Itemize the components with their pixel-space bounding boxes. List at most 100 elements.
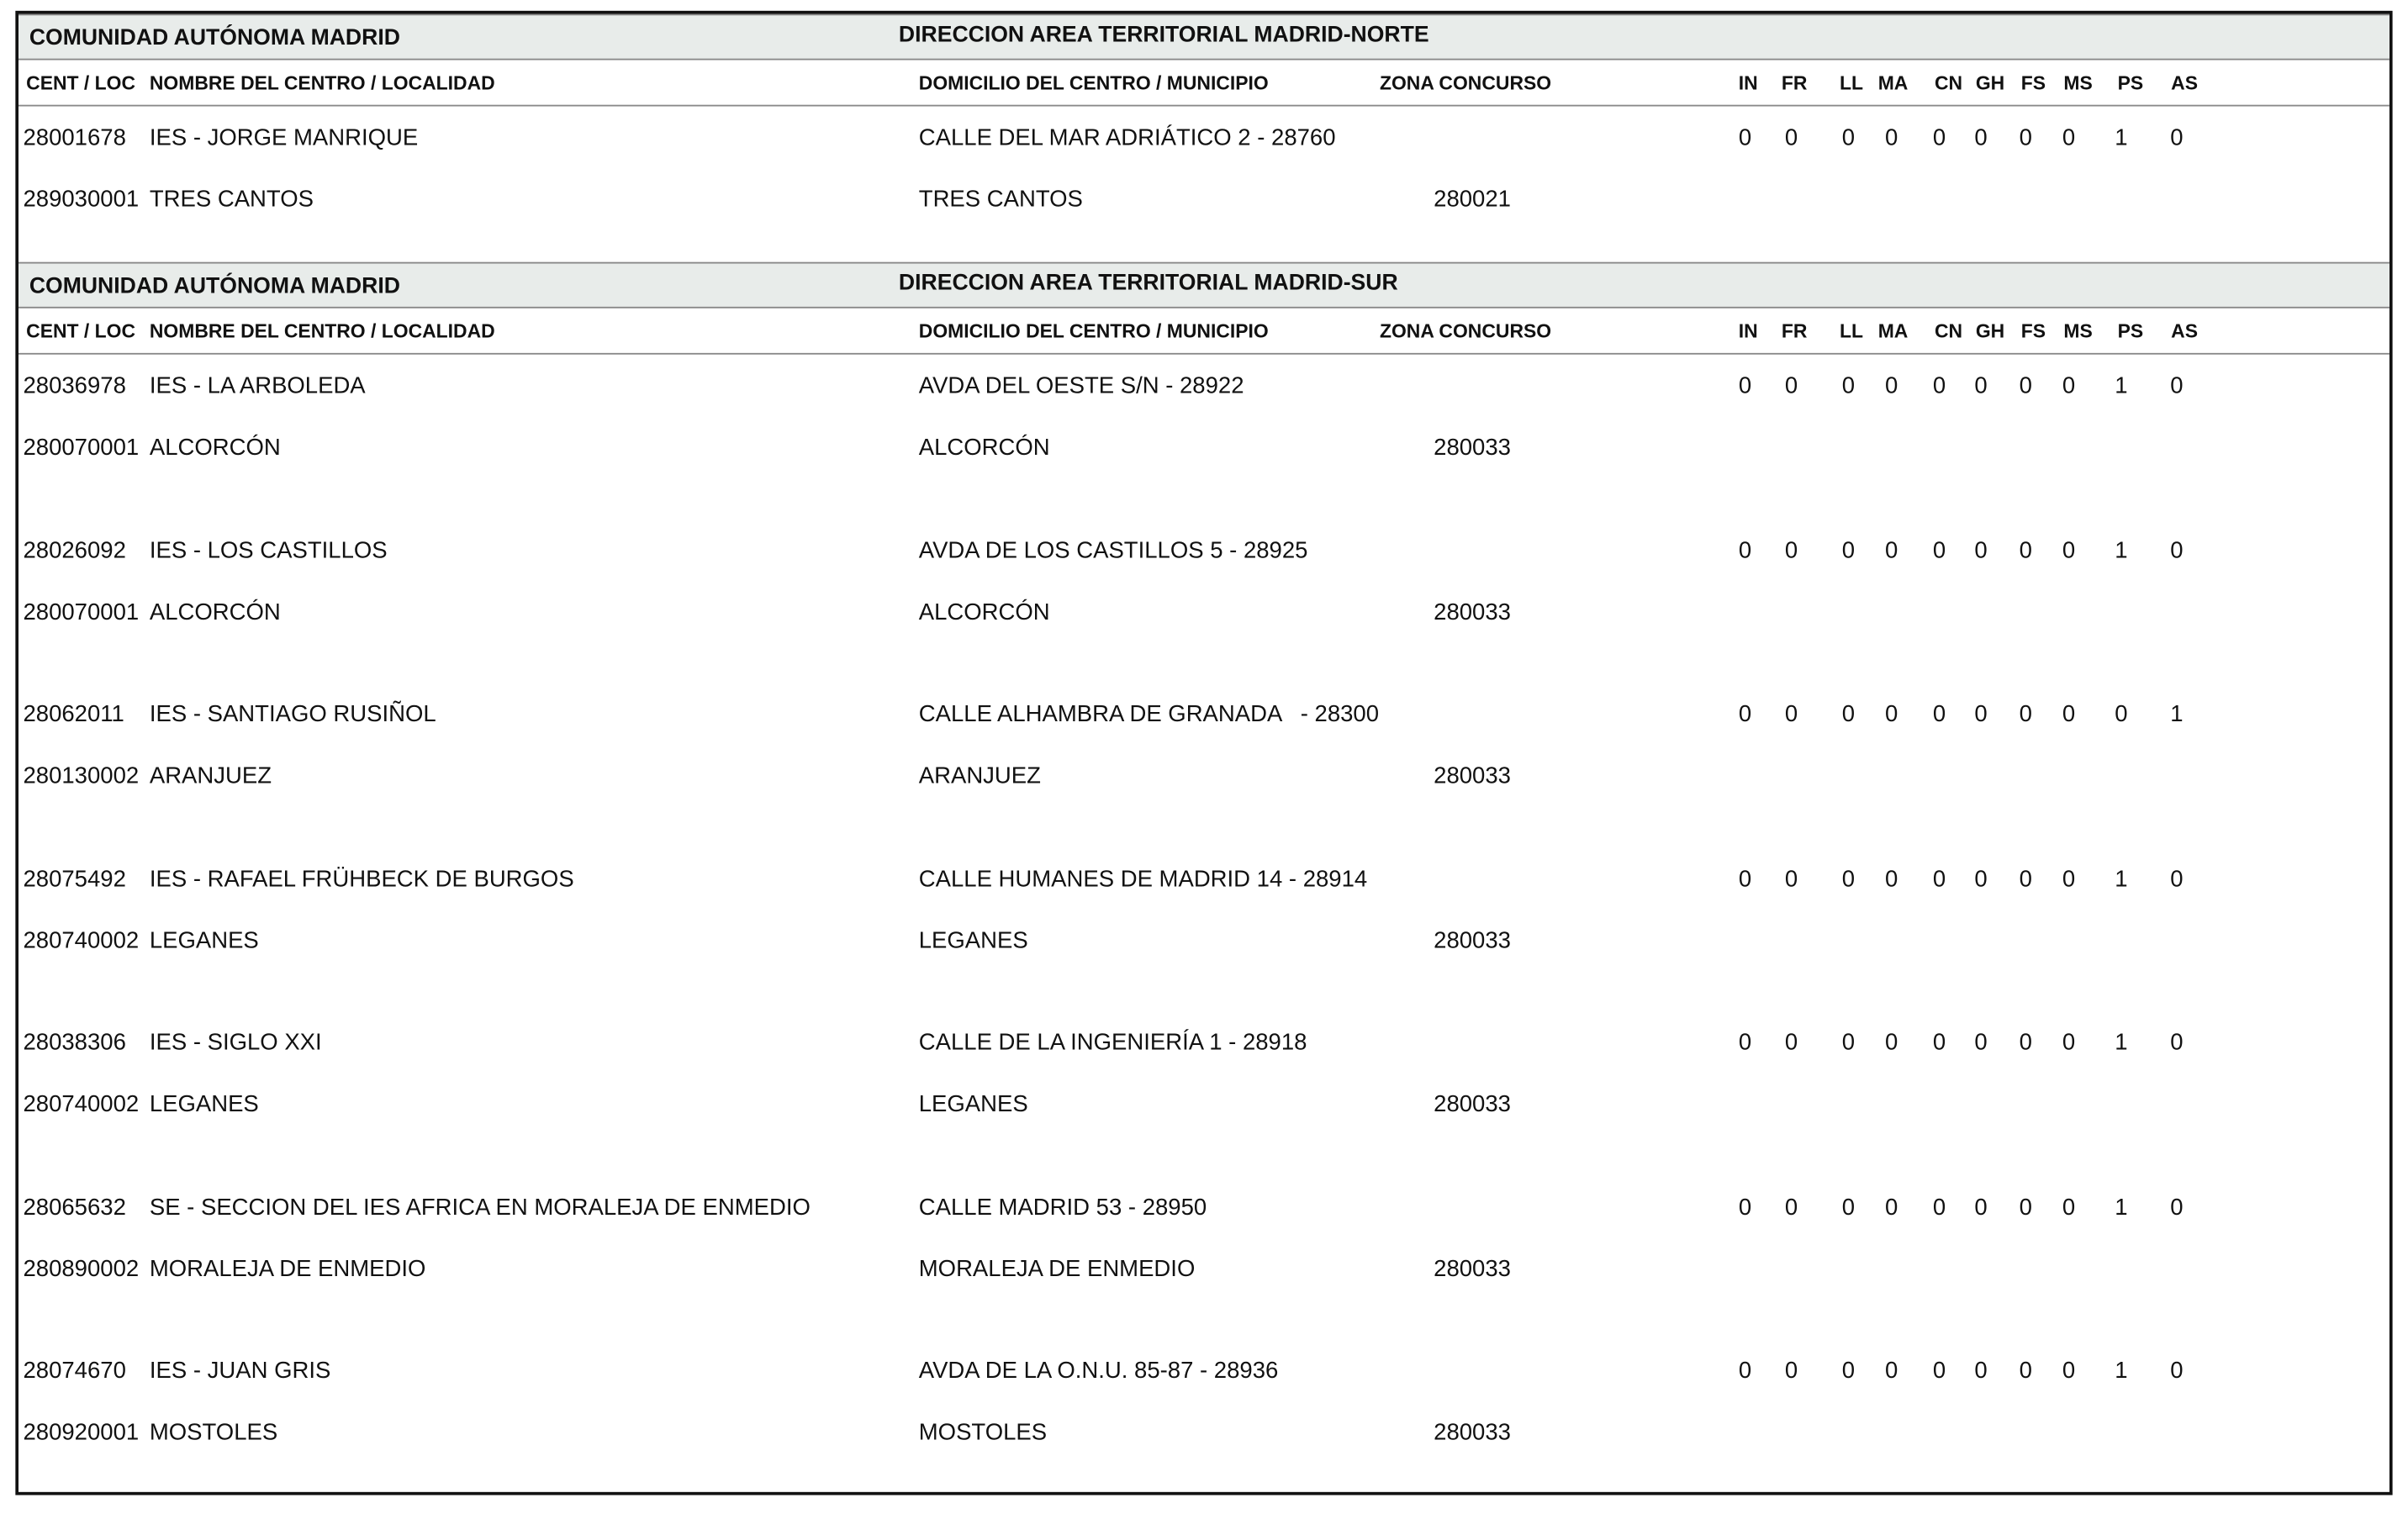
count-value: 0: [2019, 1029, 2032, 1056]
count-value: 0: [2062, 701, 2076, 728]
column-header: GH: [1975, 320, 2005, 343]
center-name: IES - LOS CASTILLOS: [149, 536, 388, 564]
column-header-row: CENT / LOC NOMBRE DEL CENTRO / LOCALIDAD D…: [18, 309, 2390, 355]
count-value: 0: [1738, 536, 1752, 564]
center-name: IES - LA ARBOLEDA: [149, 372, 366, 399]
locality-name: ALCORCÓN: [149, 599, 281, 625]
count-value: 0: [2019, 372, 2032, 399]
count-value: 0: [2170, 536, 2184, 564]
center-code: 28065632: [23, 1194, 126, 1221]
column-header: NOMBRE DEL CENTRO / LOCALIDAD: [149, 320, 495, 343]
count-value: 0: [2062, 1358, 2076, 1385]
municipality: ARANJUEZ: [918, 762, 1041, 789]
count-value: 0: [1784, 1194, 1798, 1221]
locality-name: ARANJUEZ: [149, 762, 272, 789]
center-name: IES - JUAN GRIS: [149, 1358, 331, 1385]
count-value: 0: [2062, 1194, 2076, 1221]
count-value: 0: [2062, 124, 2076, 151]
count-value: 0: [1784, 1358, 1798, 1385]
locality-name: LEGANES: [149, 926, 259, 954]
count-value: 0: [2019, 1358, 2032, 1385]
column-header: AS: [2171, 320, 2198, 343]
count-value: 1: [2115, 1194, 2128, 1221]
count-value: 0: [2062, 1029, 2076, 1056]
count-value: 0: [2170, 372, 2184, 399]
count-value: 0: [2062, 536, 2076, 564]
count-value: 0: [1784, 701, 1798, 728]
section-header: COMUNIDAD AUTÓNOMA MADRID DIRECCION AREA …: [18, 261, 2390, 309]
count-value: 0: [1841, 536, 1856, 564]
count-value: 0: [1784, 372, 1798, 399]
direction-title: DIRECCION AREA TERRITORIAL MADRID-NORTE: [898, 23, 1429, 48]
count-value: 0: [1738, 1194, 1752, 1221]
column-header: GH: [1975, 72, 2005, 94]
count-value: 0: [1841, 701, 1856, 728]
count-value: 0: [1885, 701, 1898, 728]
locality-code: 280740002: [23, 1091, 140, 1118]
count-value: 0: [1885, 1194, 1898, 1221]
count-value: 0: [1841, 1358, 1856, 1385]
count-value: 0: [2115, 701, 2128, 728]
center-code: 28074670: [23, 1358, 126, 1385]
count-value: 1: [2170, 701, 2184, 728]
count-value: 0: [1974, 865, 1988, 892]
column-header: CN: [1934, 72, 1963, 94]
count-value: 0: [2170, 1194, 2184, 1221]
count-value: 1: [2115, 1358, 2128, 1385]
count-value: 0: [2062, 372, 2076, 399]
column-header: MS: [2063, 320, 2093, 343]
community-title: COMUNIDAD AUTÓNOMA MADRID: [29, 274, 400, 299]
municipality: ALCORCÓN: [918, 599, 1050, 625]
column-header: MA: [1877, 320, 1909, 343]
count-value: 0: [1738, 372, 1752, 399]
column-header: IN: [1738, 72, 1758, 94]
count-value: 0: [1932, 701, 1946, 728]
zone: 280033: [1434, 1419, 1511, 1446]
count-value: 0: [1784, 536, 1798, 564]
municipality: TRES CANTOS: [918, 186, 1083, 214]
center-name: IES - SIGLO XXI: [149, 1029, 322, 1056]
count-value: 0: [2019, 865, 2032, 892]
count-value: 1: [2115, 372, 2128, 399]
column-header-row: CENT / LOC NOMBRE DEL CENTRO / LOCALIDAD D…: [18, 61, 2390, 107]
zone: 280033: [1434, 1255, 1511, 1282]
zone: 280033: [1434, 762, 1511, 789]
count-value: 0: [1841, 1029, 1856, 1056]
section: COMUNIDAD AUTÓNOMA MADRID DIRECCION AREA …: [18, 13, 2390, 262]
count-value: 0: [1738, 865, 1752, 892]
count-value: 0: [1932, 1194, 1946, 1221]
locality-name: MORALEJA DE ENMEDIO: [149, 1255, 426, 1282]
count-value: 0: [1974, 372, 1988, 399]
count-value: 0: [1841, 124, 1856, 151]
municipality: ALCORCÓN: [918, 435, 1050, 462]
column-header: AS: [2171, 72, 2198, 94]
count-value: 0: [1885, 865, 1898, 892]
center-code: 28038306: [23, 1029, 126, 1056]
center-code: 28062011: [23, 701, 124, 728]
center-name: IES - JORGE MANRIQUE: [149, 124, 419, 151]
column-header: PS: [2117, 72, 2144, 94]
column-header: ZONA CONCURSO: [1379, 72, 1552, 94]
column-header: FS: [2020, 320, 2046, 343]
center-address: AVDA DE LOS CASTILLOS 5 - 28925: [918, 536, 1308, 564]
column-header: FR: [1781, 320, 1808, 343]
center-address: CALLE MADRID 53 - 28950: [918, 1194, 1207, 1221]
count-value: 0: [2019, 536, 2032, 564]
municipality: MORALEJA DE ENMEDIO: [918, 1255, 1196, 1282]
column-header: DOMICILIO DEL CENTRO / MUNICIPIO: [918, 72, 1269, 94]
count-value: 0: [1841, 865, 1856, 892]
center-code: 28075492: [23, 865, 126, 892]
count-value: 0: [1974, 1358, 1988, 1385]
count-value: 0: [1885, 124, 1898, 151]
count-value: 0: [1885, 1029, 1898, 1056]
count-value: 1: [2115, 124, 2128, 151]
zone: 280021: [1434, 186, 1511, 214]
center-address: CALLE HUMANES DE MADRID 14 - 28914: [918, 865, 1368, 892]
count-value: 0: [1885, 1358, 1898, 1385]
count-value: 0: [2170, 865, 2184, 892]
section: COMUNIDAD AUTÓNOMA MADRID DIRECCION AREA …: [18, 261, 2390, 1496]
column-header: MS: [2063, 72, 2093, 94]
locality-name: MOSTOLES: [149, 1419, 278, 1446]
center-address: CALLE DEL MAR ADRIÁTICO 2 - 28760: [918, 124, 1336, 151]
